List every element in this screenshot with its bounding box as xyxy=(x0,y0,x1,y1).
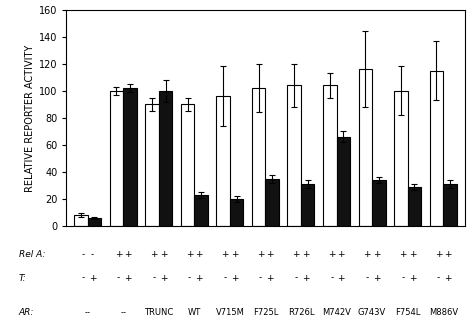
Text: +: + xyxy=(435,250,442,259)
Text: +: + xyxy=(444,274,452,283)
Text: +: + xyxy=(160,250,167,259)
Text: M742V: M742V xyxy=(322,308,351,317)
Bar xyxy=(74,215,88,226)
Text: +: + xyxy=(89,274,96,283)
Text: +: + xyxy=(292,250,300,259)
Text: +: + xyxy=(221,250,229,259)
Bar xyxy=(252,88,265,226)
Text: +: + xyxy=(186,250,193,259)
Text: AR:: AR: xyxy=(18,308,34,317)
Bar xyxy=(265,179,279,226)
Text: V715M: V715M xyxy=(216,308,244,317)
Text: -: - xyxy=(91,250,94,259)
Text: -: - xyxy=(401,274,404,283)
Bar xyxy=(88,218,101,226)
Text: +: + xyxy=(337,274,345,283)
Bar xyxy=(287,85,301,226)
Text: -: - xyxy=(81,274,84,283)
Text: +: + xyxy=(364,250,371,259)
Bar xyxy=(443,184,456,226)
Text: -: - xyxy=(294,274,298,283)
Text: -: - xyxy=(81,250,84,259)
Text: -: - xyxy=(223,274,227,283)
Bar xyxy=(337,137,350,226)
Text: F754L: F754L xyxy=(395,308,420,317)
Text: T:: T: xyxy=(18,274,26,283)
Text: R726L: R726L xyxy=(288,308,314,317)
Text: +: + xyxy=(266,274,274,283)
Text: +: + xyxy=(373,274,381,283)
Text: +: + xyxy=(124,274,132,283)
Text: +: + xyxy=(409,274,416,283)
Text: WT: WT xyxy=(188,308,201,317)
Bar xyxy=(230,199,243,226)
Y-axis label: RELATIVE REPORTER ACTIVITY: RELATIVE REPORTER ACTIVITY xyxy=(25,44,35,192)
Bar xyxy=(159,91,172,226)
Text: -: - xyxy=(330,274,333,283)
Bar xyxy=(216,96,230,226)
Text: -: - xyxy=(188,274,191,283)
Text: TRUNC: TRUNC xyxy=(144,308,173,317)
Text: +: + xyxy=(337,250,345,259)
Bar xyxy=(109,91,123,226)
Bar xyxy=(301,184,315,226)
Bar xyxy=(181,104,194,226)
Text: +: + xyxy=(328,250,336,259)
Text: -: - xyxy=(152,274,155,283)
Text: -: - xyxy=(117,274,120,283)
Text: +: + xyxy=(266,250,274,259)
Text: --: -- xyxy=(120,308,126,317)
Text: +: + xyxy=(444,250,452,259)
Text: M886V: M886V xyxy=(428,308,458,317)
Text: --: -- xyxy=(85,308,91,317)
Text: +: + xyxy=(231,274,238,283)
Bar xyxy=(194,195,208,226)
Text: +: + xyxy=(160,274,167,283)
Text: +: + xyxy=(124,250,132,259)
Text: +: + xyxy=(195,274,203,283)
Bar xyxy=(358,69,372,226)
Text: +: + xyxy=(302,274,310,283)
Bar xyxy=(145,104,159,226)
Text: Rel A:: Rel A: xyxy=(18,250,45,259)
Text: +: + xyxy=(231,250,238,259)
Bar xyxy=(372,180,385,226)
Text: -: - xyxy=(259,274,262,283)
Text: G743V: G743V xyxy=(358,308,386,317)
Bar xyxy=(323,85,337,226)
Text: +: + xyxy=(302,250,310,259)
Text: +: + xyxy=(150,250,158,259)
Text: -: - xyxy=(437,274,440,283)
Text: +: + xyxy=(409,250,416,259)
Text: +: + xyxy=(115,250,122,259)
Bar xyxy=(408,187,421,226)
Text: +: + xyxy=(399,250,407,259)
Bar xyxy=(123,88,137,226)
Bar xyxy=(429,70,443,226)
Text: +: + xyxy=(373,250,381,259)
Text: +: + xyxy=(195,250,203,259)
Bar xyxy=(394,91,408,226)
Text: -: - xyxy=(365,274,369,283)
Text: +: + xyxy=(257,250,264,259)
Text: F725L: F725L xyxy=(253,308,278,317)
